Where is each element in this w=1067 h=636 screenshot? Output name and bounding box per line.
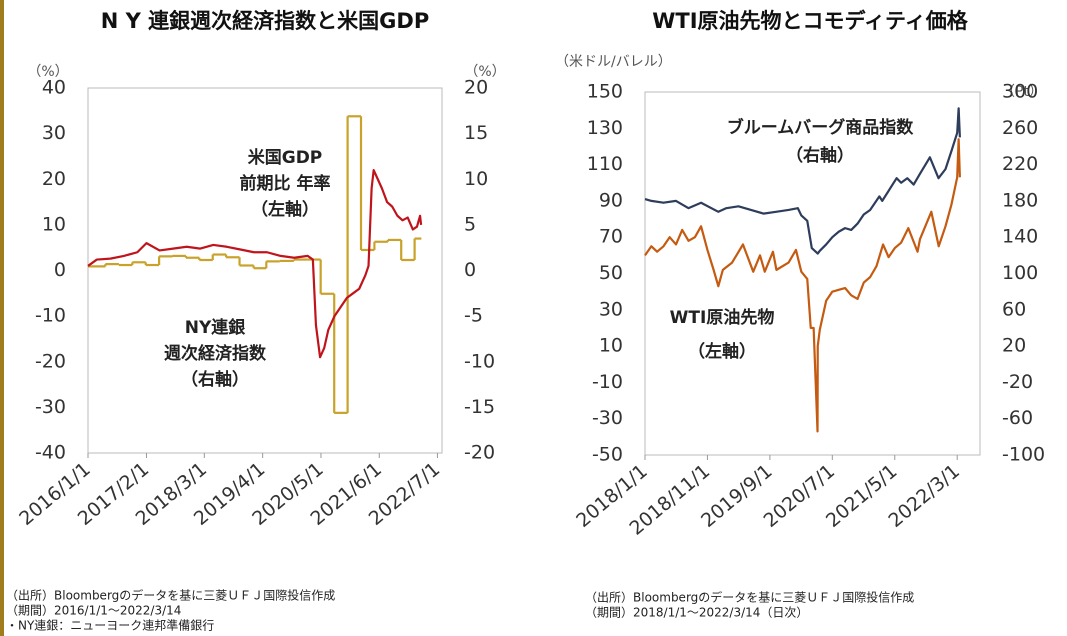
annotation: NY連銀 <box>185 317 246 338</box>
y2-tick-label: 20 <box>1002 335 1026 357</box>
y2-tick-label: -5 <box>464 305 483 327</box>
annotation: （右軸） <box>181 369 249 390</box>
y-axis-unit: （%） <box>27 64 68 80</box>
footnote: （期間）2018/1/1～2022/3/14（日次） <box>585 606 808 620</box>
footnote: （出所）Bloombergのデータを基に三菱ＵＦＪ国際投信作成 <box>6 588 335 603</box>
annotation: ブルームバーグ商品指数 <box>727 117 914 138</box>
series-line <box>87 169 423 359</box>
y2-tick-label: -20 <box>1002 371 1033 393</box>
chart-title: N Y 連銀週次経済指数と米国GDP <box>101 9 429 33</box>
y-tick-label: -10 <box>592 371 623 393</box>
y2-tick-label: -10 <box>464 350 495 372</box>
y-tick-label: -30 <box>35 396 66 418</box>
y-tick-label: 40 <box>42 77 66 99</box>
chart-title: WTI原油先物とコモディティ価格 <box>652 9 969 33</box>
y2-tick-label: -60 <box>1002 407 1033 429</box>
y2-tick-label: 0 <box>464 259 476 281</box>
annotation: 前期比 年率 <box>240 173 331 194</box>
y2-tick-label: -15 <box>464 396 495 418</box>
y-tick-label: 50 <box>599 262 623 284</box>
y2-tick-label: 10 <box>464 168 488 190</box>
y-tick-label: 30 <box>42 122 66 144</box>
annotation: 米国GDP <box>248 147 323 168</box>
y2-tick-label: 220 <box>1002 153 1038 175</box>
y2-tick-label: 60 <box>1002 298 1026 320</box>
y2-tick-label: 5 <box>464 213 476 235</box>
y2-tick-label: 140 <box>1002 226 1038 248</box>
y2-tick-label: 260 <box>1002 117 1038 139</box>
y2-axis-unit: （Pt） <box>1001 84 1043 100</box>
y-tick-label: 130 <box>587 117 623 139</box>
footnote: ・NY連銀：ニューヨーク連邦準備銀行 <box>6 618 214 633</box>
y2-tick-label: -20 <box>464 442 495 464</box>
y-tick-label: -30 <box>592 407 623 429</box>
y2-tick-label: 180 <box>1002 189 1038 211</box>
y-axis-unit: （米ドル/バレル） <box>555 54 672 70</box>
y2-tick-label: 300 <box>1002 81 1038 103</box>
y-tick-label: 150 <box>587 81 623 103</box>
y-tick-label: 10 <box>599 335 623 357</box>
annotation: （右軸） <box>786 145 854 166</box>
series-line <box>644 107 961 255</box>
y-tick-label: 10 <box>42 213 66 235</box>
y-tick-label: -40 <box>35 442 66 464</box>
footnote: （出所）Bloombergのデータを基に三菱ＵＦＪ国際投信作成 <box>585 590 914 605</box>
y-tick-label: 30 <box>599 298 623 320</box>
y-tick-label: 110 <box>587 153 623 175</box>
series-line <box>644 138 961 433</box>
annotation: WTI原油先物 <box>670 307 775 328</box>
y2-axis-unit: （%） <box>464 64 505 80</box>
footnote: （期間）2016/1/1～2022/3/14 <box>6 604 181 618</box>
y-tick-label: -20 <box>35 350 66 372</box>
y2-tick-label: -100 <box>1002 444 1045 466</box>
y-tick-label: 70 <box>599 226 623 248</box>
y2-tick-label: 20 <box>464 77 488 99</box>
y-tick-label: 90 <box>599 189 623 211</box>
y-tick-label: 20 <box>42 168 66 190</box>
y2-tick-label: 15 <box>464 122 488 144</box>
y-tick-label: -10 <box>35 305 66 327</box>
plot-frame <box>87 87 443 454</box>
annotation: （左軸） <box>251 199 319 220</box>
left-border <box>0 0 4 636</box>
plot-frame <box>644 91 981 456</box>
annotation: （左軸） <box>688 341 756 362</box>
y-tick-label: -50 <box>592 444 623 466</box>
annotation: 週次経済指数 <box>164 343 267 364</box>
y-tick-label: 0 <box>54 259 66 281</box>
y2-tick-label: 100 <box>1002 262 1038 284</box>
